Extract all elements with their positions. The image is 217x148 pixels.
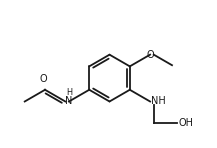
Text: OH: OH xyxy=(178,118,193,128)
Text: H: H xyxy=(66,88,72,97)
Text: N: N xyxy=(65,96,73,107)
Text: NH: NH xyxy=(151,96,165,107)
Text: O: O xyxy=(39,74,47,84)
Text: O: O xyxy=(146,50,154,60)
